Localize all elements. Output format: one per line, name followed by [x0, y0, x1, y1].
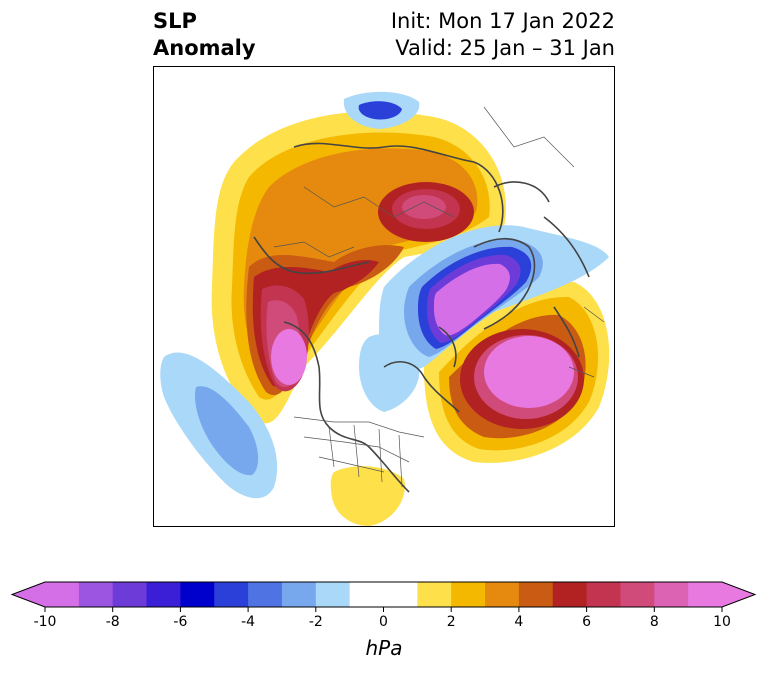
- colorbar-tick-label: 10: [713, 614, 731, 630]
- colorbar-bin: [146, 582, 181, 607]
- colorbar-tick-label: 4: [514, 614, 524, 630]
- colorbar-extend-under: [12, 582, 45, 607]
- colorbar-bin: [620, 582, 655, 607]
- anomaly-contour-negative-arctic-2: [358, 101, 402, 120]
- colorbar-tick-label: -10: [33, 614, 57, 630]
- colorbar-units: hPa: [365, 636, 403, 660]
- colorbar-tick-label: 8: [649, 614, 659, 630]
- title-right: Init: Mon 17 Jan 2022 Valid: 25 Jan – 31…: [391, 8, 615, 62]
- colorbar-tick-label: -8: [105, 614, 120, 630]
- anomaly-contour-negative-min: [434, 263, 510, 336]
- anomaly-contour-negative-pacific-2: [194, 386, 259, 476]
- colorbar-bin: [78, 582, 114, 607]
- colorbar-bin: [586, 582, 621, 607]
- anomaly-contour-atlantic-max: [484, 336, 574, 408]
- colorbar-bins: [45, 582, 723, 607]
- colorbar-tick-label: 6: [582, 614, 592, 630]
- colorbar-ticks: [44, 607, 723, 612]
- colorbar-bin: [180, 582, 215, 607]
- colorbar-extend-over: [722, 582, 755, 607]
- anomaly-contour-positive-south: [330, 466, 405, 526]
- colorbar-bin: [315, 582, 351, 607]
- colorbar-bin: [654, 582, 689, 607]
- title-variable: SLP: [153, 9, 197, 33]
- colorbar-bin: [451, 582, 486, 607]
- colorbar-tick-label: 2: [446, 614, 456, 630]
- colorbar-bin: [485, 582, 520, 607]
- map-panel: [153, 66, 615, 527]
- colorbar-bin: [518, 582, 554, 607]
- colorbar-tick-label: -2: [308, 614, 323, 630]
- colorbar-tick-label: 0: [379, 614, 388, 630]
- valid-range: Valid: 25 Jan – 31 Jan: [395, 36, 615, 60]
- colorbar-bin: [688, 582, 723, 607]
- coastlines: [253, 142, 590, 493]
- anomaly-contour-negative-hudson: [359, 334, 420, 412]
- colorbar-bin: [248, 582, 283, 607]
- colorbar-bin: [45, 582, 80, 607]
- colorbar-bin: [417, 582, 452, 607]
- init-date: Init: Mon 17 Jan 2022: [390, 9, 615, 33]
- colorbar-bin: [112, 582, 148, 607]
- colorbar-bin: [214, 582, 249, 607]
- colorbar-tick-label: -4: [241, 614, 256, 630]
- anomaly-contour-siberia-8: [402, 195, 446, 219]
- colorbar-bin: [552, 582, 588, 607]
- title-field: Anomaly: [153, 36, 256, 60]
- anomaly-map: [160, 91, 610, 526]
- political-boundaries: [273, 106, 605, 488]
- title-left: SLP Anomaly: [153, 8, 256, 62]
- anomaly-contour-positive-max-west: [271, 329, 307, 385]
- colorbar-bin: [281, 582, 317, 607]
- colorbar: [10, 581, 757, 612]
- colorbar-bin: [349, 582, 418, 607]
- colorbar-tick-label: -6: [173, 614, 188, 630]
